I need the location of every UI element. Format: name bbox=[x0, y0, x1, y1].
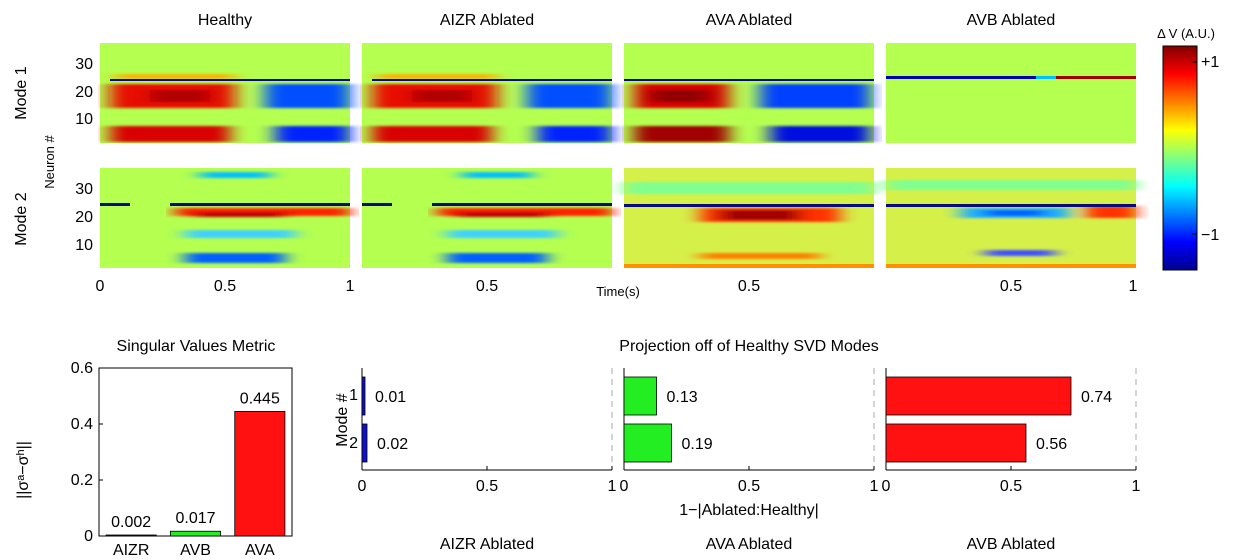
proj-value-label-aizr-ablated-mode-2: 0.02 bbox=[377, 436, 408, 453]
neuron-tick-20-mode1: 20 bbox=[75, 84, 93, 101]
time-tick-05-healthy: 0.5 bbox=[214, 278, 236, 295]
proj-ylabel: Mode # bbox=[334, 393, 351, 446]
heatmap-mode1-healthy bbox=[100, 43, 350, 143]
sv-ytick-label: 0.4 bbox=[71, 416, 93, 433]
neuron-tick-30-mode1: 30 bbox=[75, 56, 93, 73]
proj-mode-tick-2: 2 bbox=[349, 435, 358, 452]
proj-value-label-aizr-ablated-mode-1: 0.01 bbox=[375, 389, 406, 406]
proj-title: Projection off of Healthy SVD Modes bbox=[619, 338, 878, 355]
time-axis-label: Time(s) bbox=[596, 284, 640, 299]
neuron-tick-30-mode2: 30 bbox=[75, 181, 93, 198]
sv-ylabel: ||σᵃ−σʰ|| bbox=[15, 441, 32, 499]
projection-chart: Projection off of Healthy SVD Modes Mode… bbox=[334, 338, 1141, 553]
colorbar-label: Δ V (A.U.) bbox=[1157, 26, 1215, 41]
sv-title: Singular Values Metric bbox=[117, 338, 276, 355]
neuron-tick-20-mode2: 20 bbox=[75, 209, 93, 226]
proj-bar-ava-ablated-mode-2 bbox=[623, 423, 672, 463]
sv-category-avb: AVB bbox=[180, 542, 211, 559]
proj-xtick-label: 1 bbox=[870, 478, 879, 495]
proj-xtick-label: 0 bbox=[620, 478, 629, 495]
proj-bar-ava-ablated-mode-1 bbox=[623, 376, 657, 416]
proj-xtick-label: 0 bbox=[882, 478, 891, 495]
proj-xtick-label: 0.5 bbox=[1000, 478, 1022, 495]
proj-series-name-aizr-ablated: AIZR Ablated bbox=[440, 536, 534, 553]
neuron-tick-10-mode1: 10 bbox=[75, 111, 93, 128]
time-tick-1-avb: 1 bbox=[1129, 278, 1138, 295]
proj-series-name-ava-ablated: AVA Ablated bbox=[706, 536, 793, 553]
sv-value-label-aizr: 0.002 bbox=[111, 514, 151, 531]
colorbar-tick-minus1: −1 bbox=[1201, 227, 1219, 244]
colorbar-gradient bbox=[1162, 45, 1198, 271]
proj-value-label-avb-ablated-mode-1: 0.74 bbox=[1081, 389, 1112, 406]
proj-bar-aizr-ablated-mode-2 bbox=[361, 423, 368, 463]
sv-value-label-ava: 0.445 bbox=[240, 390, 280, 407]
proj-xtick-label: 0 bbox=[358, 478, 367, 495]
time-tick-0-healthy: 0 bbox=[96, 278, 105, 295]
sv-bar-avb bbox=[170, 530, 221, 537]
proj-mode-tick-1: 1 bbox=[349, 387, 358, 404]
row-label-mode-1: Mode 1 bbox=[13, 66, 30, 119]
proj-series-name-avb-ablated: AVB Ablated bbox=[967, 536, 1056, 553]
proj-xlabel: 1−|Ablated:Healthy| bbox=[679, 502, 819, 519]
panel-title-ava: AVA Ablated bbox=[706, 12, 793, 29]
proj-bar-avb-ablated-mode-1 bbox=[885, 376, 1072, 416]
sv-bar-ava bbox=[234, 410, 286, 537]
heatmap-mode2-avb bbox=[886, 168, 1136, 268]
neuron-tick-10-mode2: 10 bbox=[75, 237, 93, 254]
proj-bar-aizr-ablated-mode-1 bbox=[361, 376, 366, 416]
proj-value-label-avb-ablated-mode-2: 0.56 bbox=[1036, 436, 1067, 453]
proj-xtick-label: 1 bbox=[1132, 478, 1141, 495]
neuron-axis-label: Neuron # bbox=[42, 134, 57, 188]
proj-xtick-label: 1 bbox=[608, 478, 617, 495]
panel-title-healthy: Healthy bbox=[198, 12, 252, 29]
heatmap-mode1-aizr bbox=[362, 43, 612, 143]
heatmap-mode2-aizr bbox=[362, 168, 612, 268]
sv-value-label-avb: 0.017 bbox=[175, 510, 215, 527]
colorbar-tick-plus1: +1 bbox=[1201, 54, 1219, 71]
time-tick-05-avb: 0.5 bbox=[1000, 278, 1022, 295]
sv-category-aizr: AIZR bbox=[113, 542, 149, 559]
time-tick-05-aizr: 0.5 bbox=[476, 278, 498, 295]
singular-values-chart: Singular Values Metric ||σᵃ−σʰ|| 0 0.2 0.4… bbox=[15, 338, 293, 559]
heatmap-mode2-healthy bbox=[100, 168, 350, 268]
panel-title-avb: AVB Ablated bbox=[967, 12, 1056, 29]
sv-ytick-label: 0.6 bbox=[71, 360, 93, 377]
heatmap-mode1-ava bbox=[624, 43, 874, 143]
sv-category-ava: AVA bbox=[245, 542, 275, 559]
proj-value-label-ava-ablated-mode-2: 0.19 bbox=[682, 436, 713, 453]
proj-bar-avb-ablated-mode-2 bbox=[885, 423, 1027, 463]
heatmap-mode1-avb bbox=[886, 43, 1136, 143]
time-tick-05-ava: 0.5 bbox=[738, 278, 760, 295]
panel-title-aizr: AIZR Ablated bbox=[440, 12, 534, 29]
proj-xtick-label: 0.5 bbox=[476, 478, 498, 495]
proj-value-label-ava-ablated-mode-1: 0.13 bbox=[667, 389, 698, 406]
heatmap-mode2-ava bbox=[624, 168, 874, 268]
sv-ytick-label: 0.2 bbox=[71, 472, 93, 489]
heatmap-panels bbox=[100, 43, 1136, 268]
row-label-mode-2: Mode 2 bbox=[13, 192, 30, 245]
time-tick-1-healthy: 1 bbox=[346, 278, 355, 295]
colorbar: Δ V (A.U.) +1 −1 bbox=[1157, 26, 1219, 271]
sv-ytick-label: 0 bbox=[84, 528, 93, 545]
proj-xtick-label: 0.5 bbox=[738, 478, 760, 495]
sv-bar-aizr bbox=[105, 534, 157, 537]
